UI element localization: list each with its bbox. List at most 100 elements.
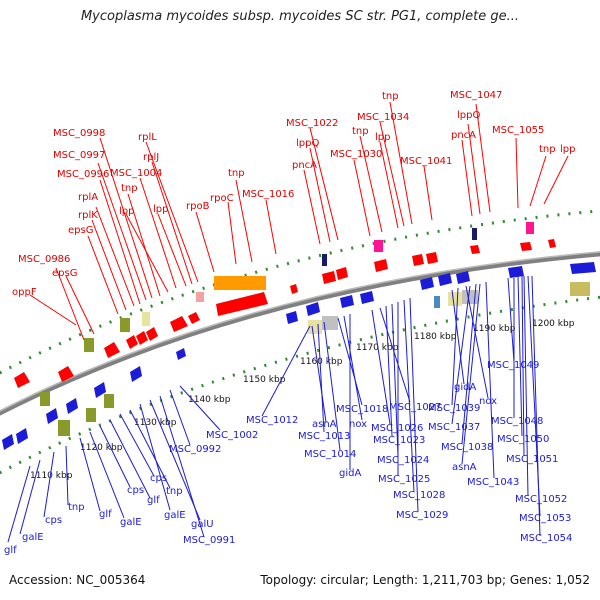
- gene-arrow: [360, 291, 374, 304]
- gene-arrow: [216, 292, 268, 316]
- gene-label: MSC_1049: [487, 360, 539, 371]
- gene-block-magenta: [374, 240, 383, 252]
- gene-label: MSC_1024: [377, 455, 429, 466]
- gene-label: tnp: [382, 91, 399, 102]
- gene-label: lpp: [153, 204, 168, 215]
- gene-label: MSC_1048: [491, 416, 543, 427]
- gene-arrow: [58, 366, 74, 382]
- gene-arrow: [170, 316, 188, 332]
- gene-arrow: [548, 239, 556, 248]
- gene-label: asnA: [312, 419, 337, 430]
- gene-arrow: [456, 271, 470, 284]
- gene-label: MSC_1012: [246, 415, 298, 426]
- gene-label: rpoC: [210, 193, 234, 204]
- gene-label: pncA: [292, 160, 317, 171]
- gene-label: MSC_1025: [378, 474, 430, 485]
- scale-labels: 1110 kbp 1120 kbp 1130 kbp 1140 kbp 1150…: [30, 319, 575, 481]
- scale-label: 1160 kbp: [300, 357, 343, 367]
- bottom-gene-labels: glf galE cps tnp glf galE cps glf cps tn…: [4, 360, 572, 556]
- gene-label: cps: [150, 473, 167, 484]
- gene-label: MSC_1026: [371, 423, 423, 434]
- bottom-leader-lines: [7, 275, 541, 543]
- gene-arrow: [46, 408, 58, 424]
- scale-label: 1190 kbp: [473, 324, 516, 334]
- gene-label: MSC_1039: [428, 403, 480, 414]
- scale-label: 1110 kbp: [30, 471, 73, 481]
- gene-label: MSC_0991: [183, 535, 235, 546]
- scale-label: 1200 kbp: [532, 319, 575, 329]
- gene-label: asnA: [452, 462, 477, 473]
- gene-arrow: [290, 284, 298, 294]
- gene-label: MSC_0986: [18, 254, 70, 265]
- gene-label: tnp: [228, 168, 245, 179]
- gene-label: tnp: [68, 502, 85, 513]
- gene-label: rplJ: [143, 152, 159, 163]
- gene-arrow: [14, 372, 30, 388]
- gene-label: rplA: [78, 192, 98, 203]
- gene-label: galE: [164, 510, 186, 521]
- gene-arrow: [438, 273, 452, 286]
- gene-block-navy: [322, 254, 327, 266]
- reverse-genes: [2, 262, 596, 450]
- gene-arrow: [66, 398, 78, 414]
- gene-label: MSC_0992: [169, 444, 221, 455]
- gene-arrow: [176, 348, 186, 360]
- scale-label: 1140 kbp: [188, 395, 231, 405]
- gene-label: epsG: [52, 268, 77, 279]
- gene-label: MSC_0997: [53, 150, 105, 161]
- genome-backbone: [0, 251, 600, 416]
- gene-label: glf: [4, 545, 17, 556]
- gene-arrow: [286, 311, 298, 324]
- gene-label: MSC_1034: [357, 112, 409, 123]
- genome-summary: Topology: circular; Length: 1,211,703 bp…: [260, 573, 590, 587]
- gene-label: MSC_1016: [242, 189, 294, 200]
- forward-genes: [14, 239, 556, 388]
- gene-label: gidA: [454, 382, 476, 393]
- gene-arrow: [322, 271, 336, 284]
- gene-label: MSC_1054: [520, 533, 572, 544]
- gene-label: MSC_1022: [286, 118, 338, 129]
- gene-label: MSC_1002: [206, 430, 258, 441]
- gene-block-khaki: [570, 282, 590, 296]
- gene-block-olive: [58, 420, 70, 436]
- accession-label: Accession: NC_005364: [9, 573, 146, 587]
- gene-label: oppF: [12, 287, 37, 298]
- gene-label: epsG: [68, 225, 93, 236]
- gene-arrow: [188, 312, 200, 324]
- gene-label: cps: [127, 485, 144, 496]
- gene-arrow: [146, 327, 158, 341]
- gene-arrow: [374, 259, 388, 272]
- gene-label: cps: [45, 515, 62, 526]
- gene-block-olive: [40, 392, 50, 406]
- gene-block-olive: [86, 408, 96, 422]
- gene-arrow: [16, 428, 28, 444]
- gene-label: lpp: [560, 144, 575, 155]
- gene-label: MSC_1043: [467, 477, 519, 488]
- gene-label: MSC_0998: [53, 128, 105, 139]
- gene-label: MSC_1004: [110, 168, 162, 179]
- gene-block-olive: [104, 394, 114, 408]
- gene-label: glf: [99, 509, 112, 520]
- gene-label: tnp: [121, 183, 138, 194]
- gene-label: tnp: [539, 144, 556, 155]
- scale-label: 1180 kbp: [414, 332, 457, 342]
- gene-arrow: [570, 262, 596, 274]
- gene-arrow: [2, 434, 14, 450]
- gene-block-orange: [214, 276, 266, 290]
- gene-label: nox: [479, 396, 497, 407]
- gene-arrow: [306, 302, 320, 316]
- gene-label: lppQ: [457, 110, 480, 121]
- gene-block-pink: [196, 292, 204, 302]
- gene-arrow: [412, 254, 424, 266]
- gene-arrow: [126, 335, 138, 349]
- gene-label: MSC_1023: [373, 435, 425, 446]
- gene-label: glf: [147, 495, 160, 506]
- top-gene-labels: oppF MSC_0986 epsG epsG rplK rplA MSC_09…: [12, 90, 575, 298]
- scale-label: 1150 kbp: [243, 375, 286, 385]
- gene-label: tnp: [166, 486, 183, 497]
- gene-label: rpoB: [186, 201, 210, 212]
- gene-label: MSC_1038: [441, 442, 493, 453]
- gene-arrow: [470, 245, 480, 254]
- scale-label: 1170 kbp: [356, 343, 399, 353]
- gene-label: tnp: [352, 126, 369, 137]
